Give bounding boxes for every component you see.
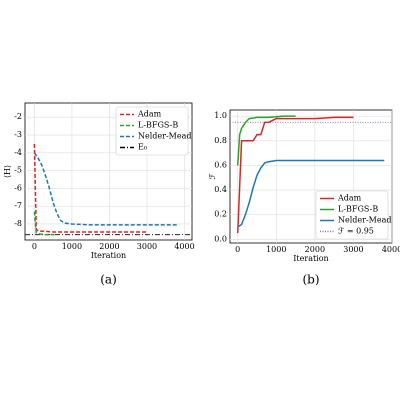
- y-tick-label: -5: [14, 166, 22, 175]
- legend-label: Adam: [337, 194, 362, 203]
- x-tick-label: 2000: [99, 242, 119, 251]
- y-tick-label: -3: [14, 130, 22, 139]
- y-tick-label: -2: [14, 112, 22, 121]
- y-tick-label: 1.0: [214, 111, 227, 120]
- y-tick-label: -8: [14, 219, 22, 228]
- y-tick-label: -7: [14, 201, 22, 210]
- y-tick-label: -6: [14, 183, 22, 192]
- series-line: [237, 159, 385, 228]
- caption: (a): [100, 273, 117, 287]
- y-axis-label: ⟨H⟩: [3, 165, 12, 178]
- legend-label: ℱ = 0.95: [338, 227, 374, 236]
- plot-area: [24, 102, 193, 241]
- series-line: [236, 116, 354, 234]
- caption: (b): [302, 273, 319, 287]
- x-axis-label: Iteration: [91, 251, 126, 260]
- legend-label: Nelder-Mead: [338, 216, 392, 225]
- series-line: [33, 143, 147, 233]
- y-tick-label: -4: [14, 148, 22, 157]
- x-tick-label: 0: [32, 242, 37, 251]
- legend-label: L-BFGS-B: [338, 205, 378, 214]
- x-tick-label: 3000: [137, 242, 157, 251]
- y-tick-label: 0.6: [214, 160, 227, 169]
- y-axis-label: ℱ: [208, 173, 217, 180]
- legend-box: [115, 106, 189, 156]
- x-tick-label: 0: [235, 245, 240, 254]
- x-tick-label: 1000: [266, 245, 286, 254]
- legend-label: L-BFGS-B: [138, 121, 178, 130]
- x-tick-label: 3000: [343, 245, 363, 254]
- x-tick-label: 1000: [62, 242, 82, 251]
- legend-label: Nelder-Mead: [138, 132, 192, 141]
- series-line: [236, 115, 296, 166]
- series-line: [33, 211, 57, 236]
- x-axis-label: Iteration: [293, 254, 328, 263]
- y-tick-label: 0.8: [214, 136, 227, 145]
- legend-label: E₀: [138, 143, 147, 152]
- y-tick-label: 0.0: [214, 234, 227, 243]
- legend-label: Adam: [137, 110, 162, 119]
- x-tick-label: 4000: [174, 242, 194, 251]
- y-tick-label: 0.4: [214, 185, 227, 194]
- legend-box: [315, 190, 389, 240]
- x-tick-label: 2000: [305, 245, 325, 254]
- x-tick-label: 4000: [382, 245, 400, 254]
- y-tick-label: 0.2: [214, 210, 227, 219]
- series-line: [33, 152, 177, 226]
